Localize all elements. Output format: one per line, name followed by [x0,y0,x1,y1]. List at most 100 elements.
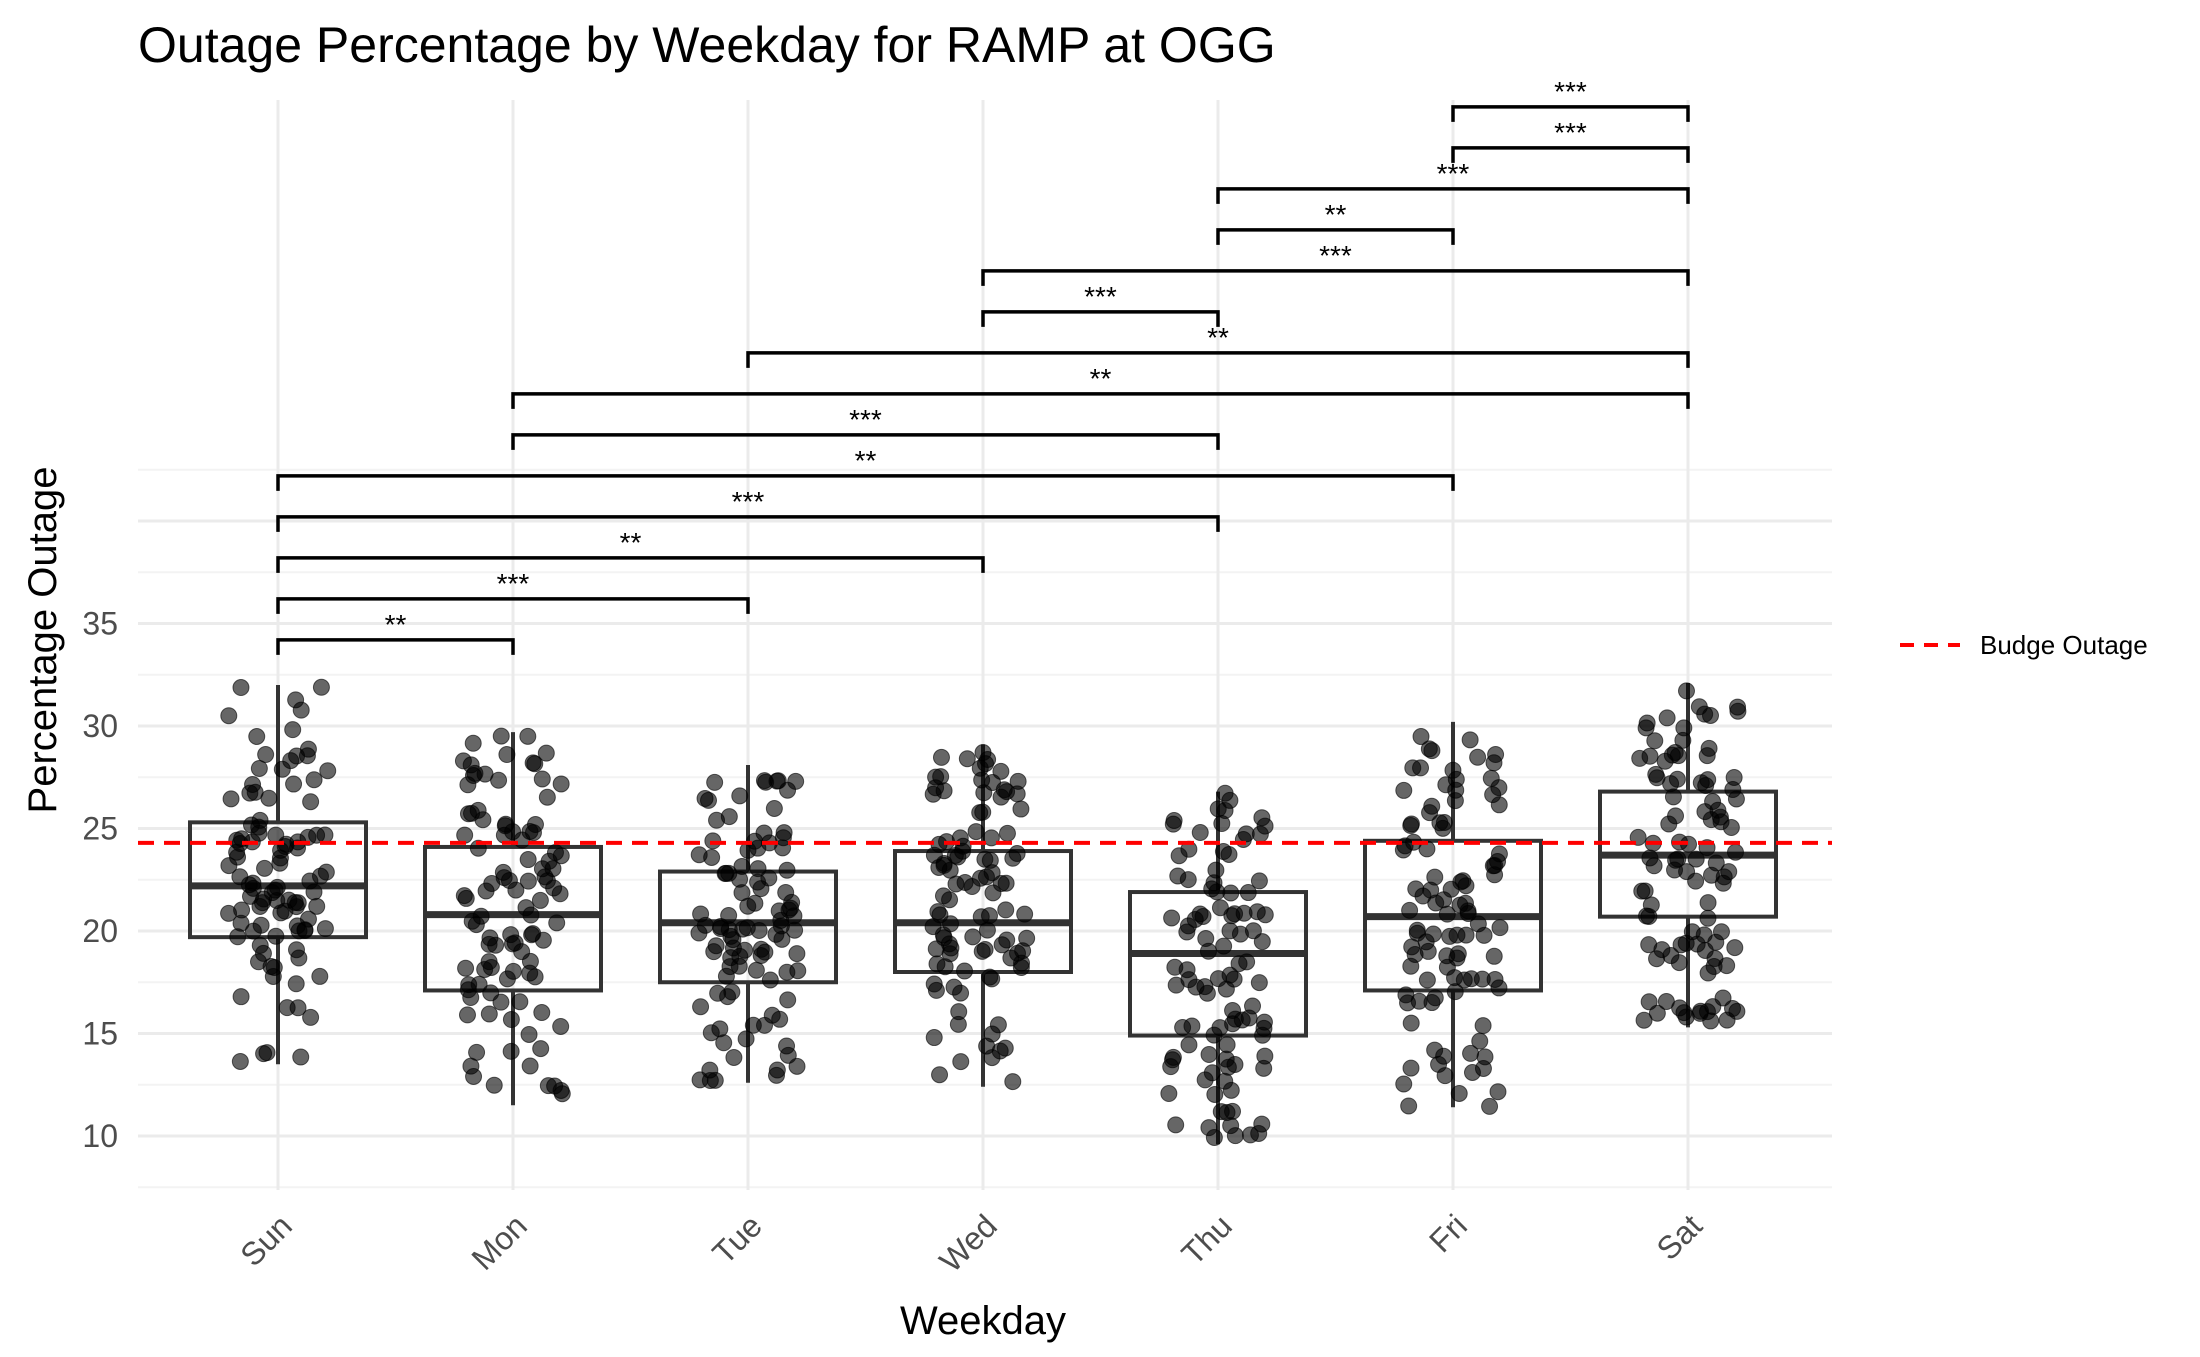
data-point [1645,857,1663,875]
data-point [1653,941,1671,959]
data-point [531,891,549,909]
data-point [1402,816,1420,834]
jitter-points [220,678,1747,1146]
y-tick-label: 25 [82,811,118,847]
data-point [1712,813,1730,831]
data-point [1660,815,1678,833]
data-point [476,960,494,978]
data-point [755,824,773,842]
data-point [482,984,500,1002]
x-axis-title: Weekday [900,1299,1066,1343]
data-point [229,928,247,946]
data-point [1241,1126,1259,1144]
significance-bracket [1451,105,1690,122]
data-point [252,916,270,934]
data-point [1426,989,1444,1007]
data-point [1200,1046,1218,1064]
data-point [690,924,708,942]
data-point [1691,1004,1709,1022]
data-point [316,920,334,938]
data-point [949,1015,967,1033]
data-point [997,874,1015,892]
data-point [935,782,953,800]
data-point [455,887,473,905]
data-point [708,811,726,829]
significance-bracket [276,515,1220,532]
data-point [1421,804,1439,822]
data-point [1406,946,1424,964]
data-point [927,940,945,958]
data-point [954,837,972,855]
data-point [982,829,1000,847]
data-point [1408,924,1426,942]
data-point [548,914,566,932]
data-point [1244,997,1262,1015]
data-point [1631,749,1649,767]
data-point [1663,746,1681,764]
data-point [705,943,723,961]
data-point [1253,1115,1271,1133]
significance-bracket [276,474,1455,491]
data-point [1657,993,1675,1011]
data-point [989,1016,1007,1034]
significance-bracket [1451,146,1690,163]
data-point [1726,939,1744,957]
data-point [1180,1036,1198,1054]
significance-label: *** [497,568,530,599]
data-point [301,872,319,890]
legend-label: Budge Outage [1980,630,2148,660]
data-point [1013,954,1031,972]
data-point [1677,682,1695,700]
data-point [1226,1010,1244,1028]
data-point [1647,765,1665,783]
data-point [506,934,524,952]
data-point [1720,863,1738,881]
data-point [519,872,537,890]
data-point [1648,1004,1666,1022]
data-point [1658,709,1676,727]
x-tick-label: Mon [464,1207,533,1276]
significance-bracket [276,556,985,573]
data-point [1250,974,1268,992]
data-point [925,1029,943,1047]
data-point [524,925,542,943]
data-point [1729,702,1747,720]
data-point [1436,1067,1454,1085]
data-point [1459,905,1477,923]
significance-bracket [981,269,1690,286]
data-point [317,863,335,881]
data-point [511,993,529,1011]
data-point [1230,955,1248,973]
box-mon [423,844,603,993]
data-point [1696,705,1714,723]
data-point [250,953,268,971]
data-point [736,941,754,959]
significance-label: ** [620,527,642,558]
data-point [1206,1085,1224,1103]
data-point [232,988,250,1006]
significance-label: *** [1319,240,1352,271]
data-point [1426,868,1444,886]
x-tick-label: Wed [932,1207,1004,1279]
x-tick-label: Sat [1650,1207,1709,1266]
data-point [1402,1014,1420,1032]
data-point [942,939,960,957]
data-point [1213,815,1231,833]
data-point [925,846,943,864]
data-point [1256,906,1274,924]
data-point [468,1043,486,1061]
data-point [765,799,783,817]
data-point [1216,784,1234,802]
data-point [1642,896,1660,914]
data-point [1226,1127,1244,1145]
data-point [308,897,326,915]
data-point [1635,1011,1653,1029]
data-point [936,958,954,976]
data-point [519,727,537,745]
data-point [288,941,306,959]
data-point [998,931,1016,949]
data-point [1718,1011,1736,1029]
x-axis-ticks: Sun Mon Tue Wed Thu Fri Sat [233,1207,1709,1279]
data-point [485,1076,503,1094]
x-tick-label: Fri [1422,1207,1474,1259]
